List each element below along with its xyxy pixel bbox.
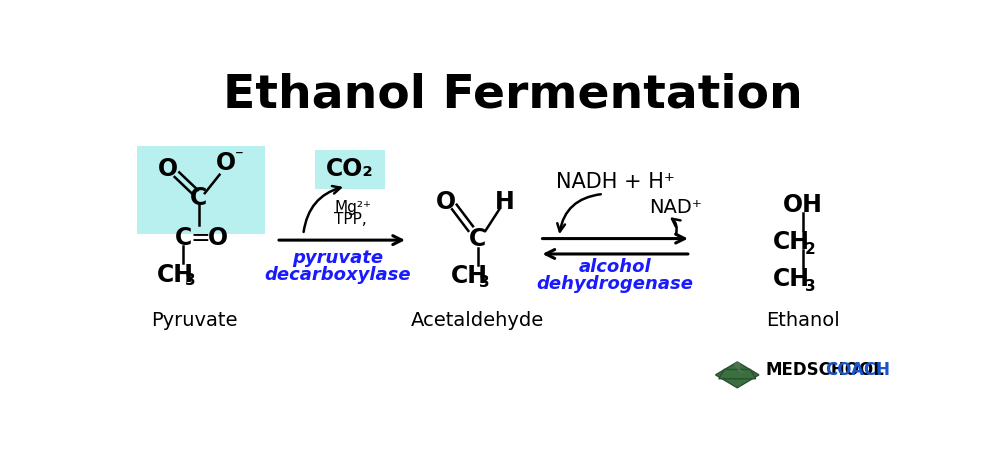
Text: NAD⁺: NAD⁺ [649, 197, 702, 217]
Text: COACH: COACH [825, 361, 890, 379]
Text: CH: CH [773, 230, 810, 254]
Text: C: C [469, 226, 486, 251]
Text: CH: CH [773, 266, 810, 290]
Polygon shape [719, 369, 756, 379]
Text: decarboxylase: decarboxylase [265, 266, 411, 284]
Text: O: O [436, 189, 456, 213]
Text: Pyruvate: Pyruvate [152, 312, 238, 331]
Text: NADH + H⁺: NADH + H⁺ [556, 172, 675, 192]
Text: alcohol: alcohol [579, 258, 652, 276]
Text: =: = [190, 226, 210, 250]
Text: Mg²⁺: Mg²⁺ [334, 200, 371, 214]
Text: H: H [495, 189, 515, 213]
Text: OH: OH [783, 194, 823, 218]
Text: 2: 2 [805, 242, 815, 257]
Text: CO₂: CO₂ [326, 157, 374, 181]
Text: ⁻: ⁻ [235, 147, 244, 165]
Text: CH: CH [157, 263, 194, 287]
Text: TPP,: TPP, [334, 212, 367, 227]
Text: Acetaldehyde: Acetaldehyde [411, 312, 544, 331]
Text: CH: CH [451, 264, 488, 288]
Text: dehydrogenase: dehydrogenase [537, 275, 694, 293]
Text: O: O [216, 151, 236, 175]
FancyBboxPatch shape [315, 150, 385, 189]
Text: O: O [208, 226, 228, 250]
Polygon shape [716, 362, 759, 388]
Text: 3: 3 [805, 279, 815, 294]
Text: C: C [190, 186, 207, 210]
Text: pyruvate: pyruvate [293, 249, 384, 267]
Text: MEDSCHOOL: MEDSCHOOL [766, 361, 885, 379]
Text: Ethanol: Ethanol [766, 312, 840, 331]
FancyBboxPatch shape [137, 146, 264, 234]
Text: Ethanol Fermentation: Ethanol Fermentation [223, 73, 802, 118]
Circle shape [734, 362, 740, 368]
Text: O: O [158, 157, 178, 181]
Text: 3: 3 [185, 273, 195, 289]
Text: 3: 3 [479, 275, 490, 290]
Text: C: C [175, 226, 192, 250]
